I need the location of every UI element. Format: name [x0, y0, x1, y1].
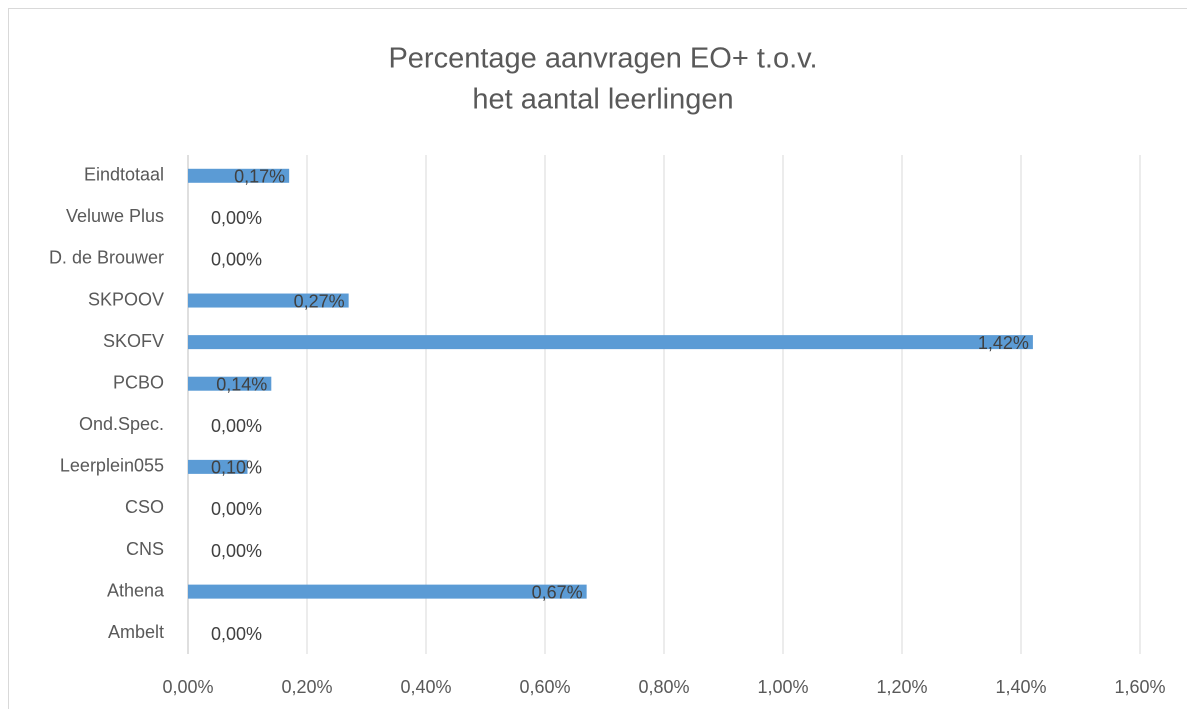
chart-title: het aantal leerlingen — [472, 84, 733, 116]
data-label: 0,10% — [211, 458, 262, 478]
y-tick-label: SKPOOV — [88, 289, 164, 309]
bar — [188, 584, 587, 599]
x-tick-label: 0,60% — [519, 677, 570, 697]
y-tick-label: Athena — [107, 580, 165, 600]
data-label: 1,42% — [978, 333, 1029, 353]
x-tick-label: 0,80% — [638, 677, 689, 697]
chart-title: Percentage aanvragen EO+ t.o.v. — [388, 43, 817, 75]
bar — [188, 376, 272, 391]
data-label: 0,00% — [211, 250, 262, 270]
x-tick-label: 0,40% — [400, 677, 451, 697]
x-tick-label: 1,20% — [876, 677, 927, 697]
data-label: 0,14% — [216, 374, 267, 394]
x-tick-label: 0,20% — [281, 677, 332, 697]
y-tick-label: Ond.Spec. — [79, 414, 164, 434]
data-label: 0,67% — [532, 582, 583, 602]
data-label: 0,17% — [234, 167, 285, 187]
x-tick-label: 1,60% — [1114, 677, 1165, 697]
bar — [188, 459, 248, 474]
y-tick-label: CSO — [125, 497, 164, 517]
y-tick-label: Eindtotaal — [84, 165, 164, 185]
data-label: 0,00% — [211, 541, 262, 561]
y-tick-label: PCBO — [113, 372, 164, 392]
y-tick-label: D. de Brouwer — [49, 248, 164, 268]
x-tick-label: 0,00% — [162, 677, 213, 697]
data-label: 0,00% — [211, 624, 262, 644]
data-label: 0,27% — [294, 291, 345, 311]
data-label: 0,00% — [211, 416, 262, 436]
x-tick-label: 1,00% — [757, 677, 808, 697]
bar — [188, 335, 1033, 350]
bar — [188, 168, 290, 183]
data-label: 0,00% — [211, 499, 262, 519]
y-tick-label: SKOFV — [103, 331, 164, 351]
y-tick-label: Ambelt — [108, 622, 164, 642]
y-tick-label: Leerplein055 — [60, 456, 164, 476]
y-tick-label: CNS — [126, 539, 164, 559]
bar — [188, 293, 349, 308]
y-tick-label: Veluwe Plus — [66, 206, 164, 226]
data-label: 0,00% — [211, 208, 262, 228]
x-tick-label: 1,40% — [995, 677, 1046, 697]
